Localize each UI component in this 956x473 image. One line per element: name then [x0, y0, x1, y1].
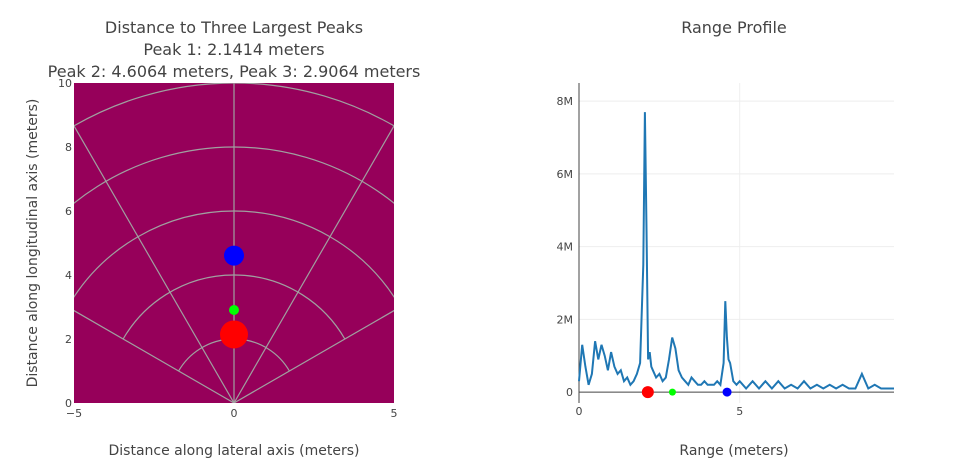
left-title-line-3: Peak 2: 4.6064 meters, Peak 3: 2.9064 me… [48, 62, 421, 81]
right-y-tick-label: 0 [566, 386, 573, 399]
left-x-tick-label: −5 [66, 407, 82, 420]
right-peak-markers [641, 386, 732, 399]
radial-line [233, 124, 394, 403]
radial-line [74, 309, 235, 403]
left-x-tick-label: 0 [231, 407, 238, 420]
right-y-tick-label: 2M [557, 313, 574, 326]
range-peak-marker-2 [668, 388, 676, 396]
right-x-tick-label: 0 [576, 405, 583, 418]
right-y-tick-label: 4M [557, 241, 574, 254]
left-title-line-1: Distance to Three Largest Peaks [105, 18, 363, 37]
right-grid [579, 83, 894, 403]
left-title-line-2: Peak 1: 2.1414 meters [143, 40, 324, 59]
peak-marker-2 [224, 245, 244, 266]
right-y-tick-label: 6M [557, 168, 574, 181]
radial-line [233, 309, 394, 403]
left-y-tick-label: 8 [65, 141, 72, 154]
left-y-tick-label: 0 [65, 397, 72, 410]
left-grid [74, 83, 394, 403]
range-peak-marker-3 [722, 387, 732, 397]
right-x-tick-label: 5 [736, 405, 743, 418]
left-peak-markers [220, 245, 248, 349]
right-y-tick-label: 8M [557, 95, 574, 108]
peak-marker-1 [220, 320, 248, 349]
right-x-axis-title: Range (meters) [679, 443, 788, 459]
right-title: Range Profile [681, 18, 787, 37]
left-y-tick-label: 2 [65, 333, 72, 346]
peak-marker-3 [229, 304, 239, 315]
left-y-axis-title: Distance along longitudinal axis (meters… [25, 99, 41, 388]
range-peak-marker-1 [641, 386, 654, 399]
left-x-tick-label: 5 [391, 407, 398, 420]
left-y-tick-label: 10 [58, 77, 72, 90]
radial-line [74, 124, 235, 403]
left-radar-plot[interactable] [0, 19, 567, 403]
right-tick-labels: 0 2M 4M 6M 8M 0 5 [557, 95, 744, 418]
left-y-tick-label: 4 [65, 269, 72, 282]
range-profile-line [578, 112, 894, 391]
left-x-axis-title: Distance along lateral axis (meters) [109, 443, 360, 459]
left-y-tick-label: 6 [65, 205, 72, 218]
right-line-plot[interactable] [578, 83, 894, 403]
